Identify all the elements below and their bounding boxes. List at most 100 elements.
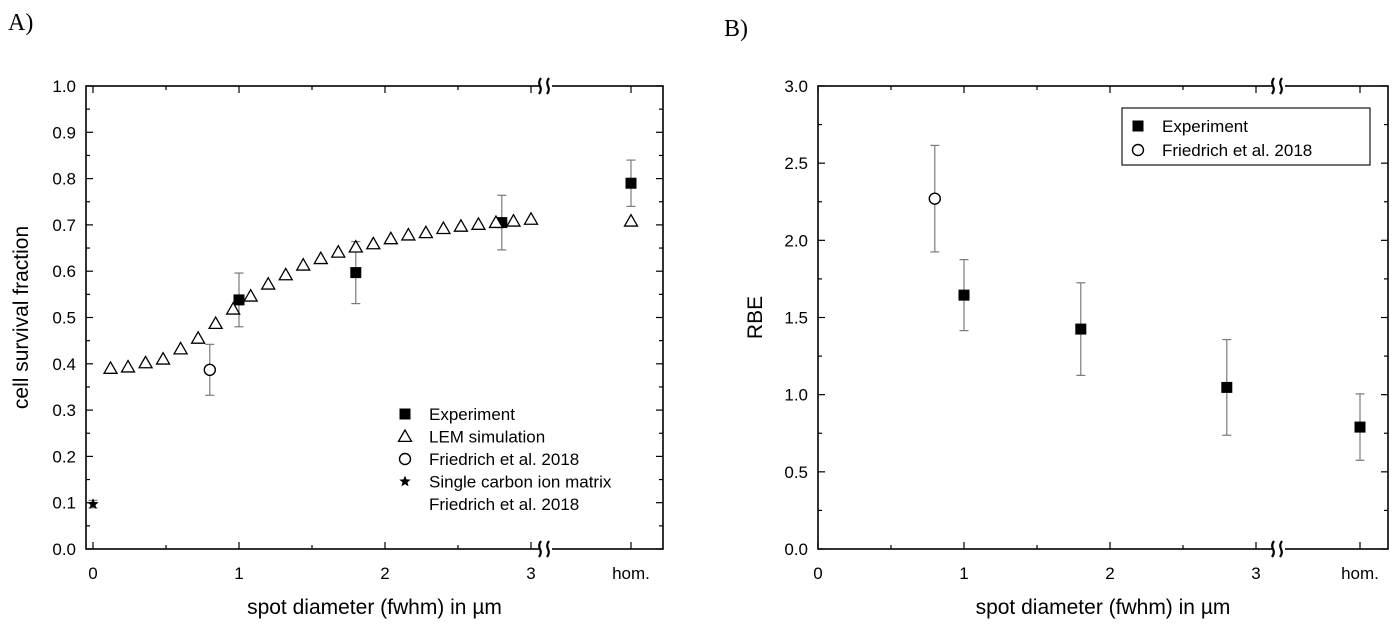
series-open-triangle [102, 211, 639, 374]
legend-marker [1131, 143, 1145, 157]
axis-break-mark [1271, 540, 1285, 558]
legend-entry: Experiment [429, 405, 515, 424]
y-tick-label: 0.2 [52, 447, 76, 466]
data-point [295, 257, 311, 271]
x-tick-label: 1 [959, 564, 968, 583]
legend-entry: Experiment [1162, 117, 1248, 136]
data-point [155, 351, 171, 365]
y-tick-label: 0.8 [52, 170, 76, 189]
data-point [1221, 381, 1233, 393]
legend-entry: LEM simulation [429, 428, 545, 447]
y-tick-label: 0.4 [52, 355, 76, 374]
data-point [505, 213, 522, 227]
data-point [400, 227, 416, 241]
y-tick-label: 1.0 [784, 386, 808, 405]
legend-box [1121, 107, 1371, 166]
x-axis-label: spot diameter (fwhm) in µm [976, 596, 1231, 619]
panel-b: B) 0.0 0.5 1.0 1.5 2.0 2.5 3.0 0 1 2 3 hom. spot diam… [724, 16, 1389, 619]
series-open-circle [928, 144, 941, 253]
legend-entry: Friedrich et al. 2018 [1162, 141, 1312, 160]
y-tick-label: 0.0 [784, 540, 808, 559]
x-tick-label: 3 [526, 564, 535, 583]
data-point [120, 359, 136, 373]
y-tick-label: 1.5 [784, 309, 808, 328]
y-tick-label: 3.0 [784, 77, 808, 96]
data-point [453, 218, 469, 232]
y-tick-label: 0.5 [52, 309, 76, 328]
legend-marker [398, 452, 412, 466]
data-point [958, 289, 970, 301]
data-point [623, 213, 639, 227]
y-tick-label: 0.1 [52, 494, 76, 513]
data-point [928, 192, 941, 205]
data-point [225, 301, 241, 315]
y-tick-label: 0.0 [52, 540, 76, 559]
data-point [87, 498, 99, 509]
data-point [625, 177, 637, 189]
data-point [243, 288, 259, 302]
legend-entry: Friedrich et al. 2018 [429, 450, 579, 469]
legend-marker [399, 475, 411, 487]
legend-marker [399, 408, 411, 420]
data-point [488, 214, 504, 229]
x-tick-label: 3 [1251, 564, 1260, 583]
y-tick-label: 0.7 [52, 216, 76, 235]
panel-a: A) 0.0 0.1 0.2 0.3 0.4 0.5 0.6 0.7 0.8 0.9 1.0 0 1 2 3 h… [8, 10, 664, 619]
x-tick-label: hom. [1341, 564, 1379, 583]
y-axis-label: cell survival fraction [10, 226, 33, 409]
data-point [470, 216, 487, 230]
x-tick-label: 0 [88, 564, 97, 583]
data-point [418, 224, 434, 239]
y-tick-label: 2.5 [784, 154, 808, 173]
x-tick-label: 2 [1105, 564, 1114, 583]
data-point [137, 355, 154, 369]
data-point [383, 230, 399, 245]
legend-marker [397, 428, 413, 443]
data-point [233, 294, 245, 306]
series-star [87, 498, 99, 509]
x-tick-label: 0 [813, 564, 822, 583]
legend-entry: Single carbon ion matrix [429, 473, 612, 492]
data-point [1075, 323, 1087, 335]
legend-entry: Friedrich et al. 2018 [429, 495, 579, 514]
panel-label: B) [724, 16, 748, 42]
legend: Experiment Friedrich et al. 2018 [1121, 107, 1371, 166]
data-point [330, 244, 346, 258]
y-tick-label: 0.5 [784, 463, 808, 482]
legend: Experiment LEM simulation Friedrich et al.… [397, 405, 612, 514]
y-axis-label: RBE [744, 296, 767, 339]
data-point [102, 360, 119, 374]
y-tick-label: 0.6 [52, 262, 76, 281]
data-point [278, 267, 294, 281]
legend-marker [1132, 120, 1144, 132]
x-tick-label: hom. [612, 564, 650, 583]
y-tick-label: 0.3 [52, 401, 76, 420]
data-point [1354, 421, 1366, 433]
series-filled-square [958, 259, 1366, 461]
y-tick-label: 2.0 [784, 231, 808, 250]
series-open-circle [203, 343, 217, 396]
data-point [348, 239, 364, 253]
data-point [260, 276, 276, 290]
x-axis-label: spot diameter (fwhm) in µm [247, 596, 502, 619]
series-filled-square [233, 159, 637, 328]
data-point [190, 330, 206, 344]
axis-break-mark [538, 77, 552, 95]
data-point [496, 217, 508, 229]
data-point [435, 220, 452, 235]
data-point [350, 267, 362, 279]
y-tick-label: 0.9 [52, 123, 76, 142]
data-point [313, 250, 329, 265]
axis-break-mark [538, 540, 552, 558]
data-point [523, 211, 539, 225]
data-point [365, 236, 381, 250]
x-tick-label: 1 [234, 564, 243, 583]
y-tick-label: 1.0 [52, 77, 76, 96]
axis-break-mark [1271, 77, 1285, 95]
x-tick-label: 2 [380, 564, 389, 583]
data-point [203, 363, 217, 377]
data-point [208, 315, 224, 330]
panel-label: A) [8, 10, 33, 36]
data-point [172, 341, 189, 355]
